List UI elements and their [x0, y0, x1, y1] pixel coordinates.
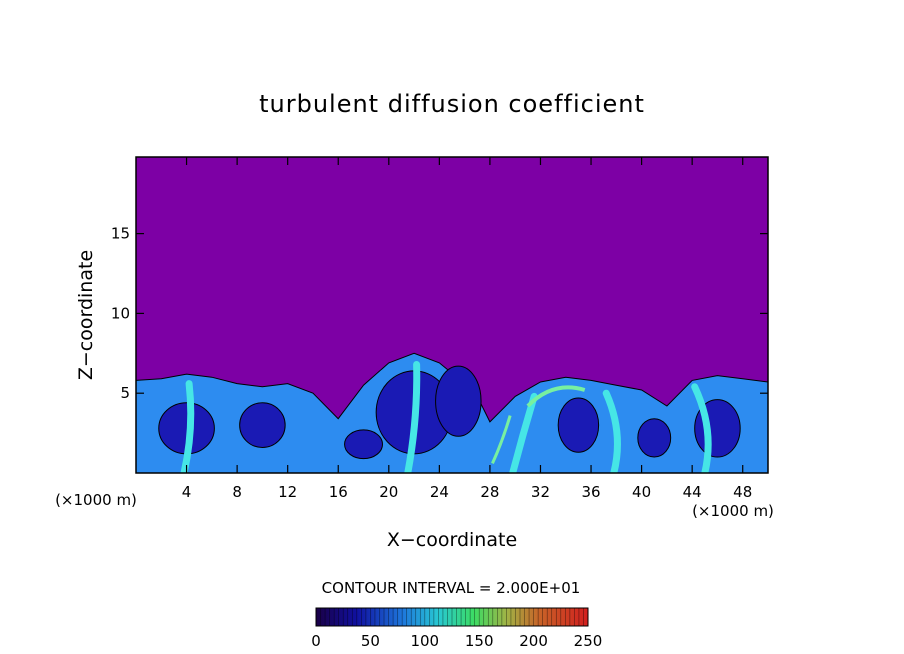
eddy-cell	[557, 397, 600, 453]
x-tick-label: 16	[329, 483, 348, 501]
colorbar-tick-label: 150	[465, 632, 494, 650]
colorbar-tick-label: 50	[361, 632, 380, 650]
plot-frame	[135, 156, 769, 474]
eddy-cell	[435, 365, 482, 437]
updraft-plume	[691, 383, 712, 473]
x-tick-label: 12	[278, 483, 297, 501]
chart-title: turbulent diffusion coefficient	[259, 90, 645, 118]
x-tick-label: 20	[379, 483, 398, 501]
x-unit-right: (×1000 m)	[692, 502, 774, 520]
updraft-plume	[602, 389, 621, 473]
eddy-cell	[344, 429, 383, 460]
x-tick-label: 8	[232, 483, 242, 501]
eddy-cell	[239, 402, 286, 448]
updraft-plume	[180, 380, 195, 473]
x-tick-label: 4	[182, 483, 192, 501]
x-tick-label: 28	[480, 483, 499, 501]
peak-contour	[491, 415, 512, 465]
x-tick-label: 44	[683, 483, 702, 501]
y-tick-label: 10	[111, 304, 130, 322]
x-tick-label: 48	[733, 483, 752, 501]
colorbar-tick-label: 0	[311, 632, 321, 650]
colorbar-segments	[320, 608, 584, 626]
y-tick-label: 15	[111, 225, 130, 243]
x-tick-label: 32	[531, 483, 550, 501]
eddy-cell	[637, 418, 672, 458]
x-tick-label: 24	[430, 483, 449, 501]
peak-contour	[526, 385, 586, 408]
colorbar-tick-label: 100	[410, 632, 439, 650]
contour-interval-label: CONTOUR INTERVAL = 2.000E+01	[322, 579, 581, 597]
x-axis-label: X−coordinate	[387, 529, 517, 551]
x-tick-label: 40	[632, 483, 651, 501]
colorbar-tick-label: 250	[574, 632, 603, 650]
x-tick-label: 36	[581, 483, 600, 501]
updraft-plume	[404, 360, 421, 473]
x-unit-left: (×1000 m)	[55, 491, 137, 509]
colorbar-tick-label: 200	[519, 632, 548, 650]
y-tick-label: 5	[120, 384, 130, 402]
y-axis-label: Z−coordinate	[75, 250, 97, 380]
